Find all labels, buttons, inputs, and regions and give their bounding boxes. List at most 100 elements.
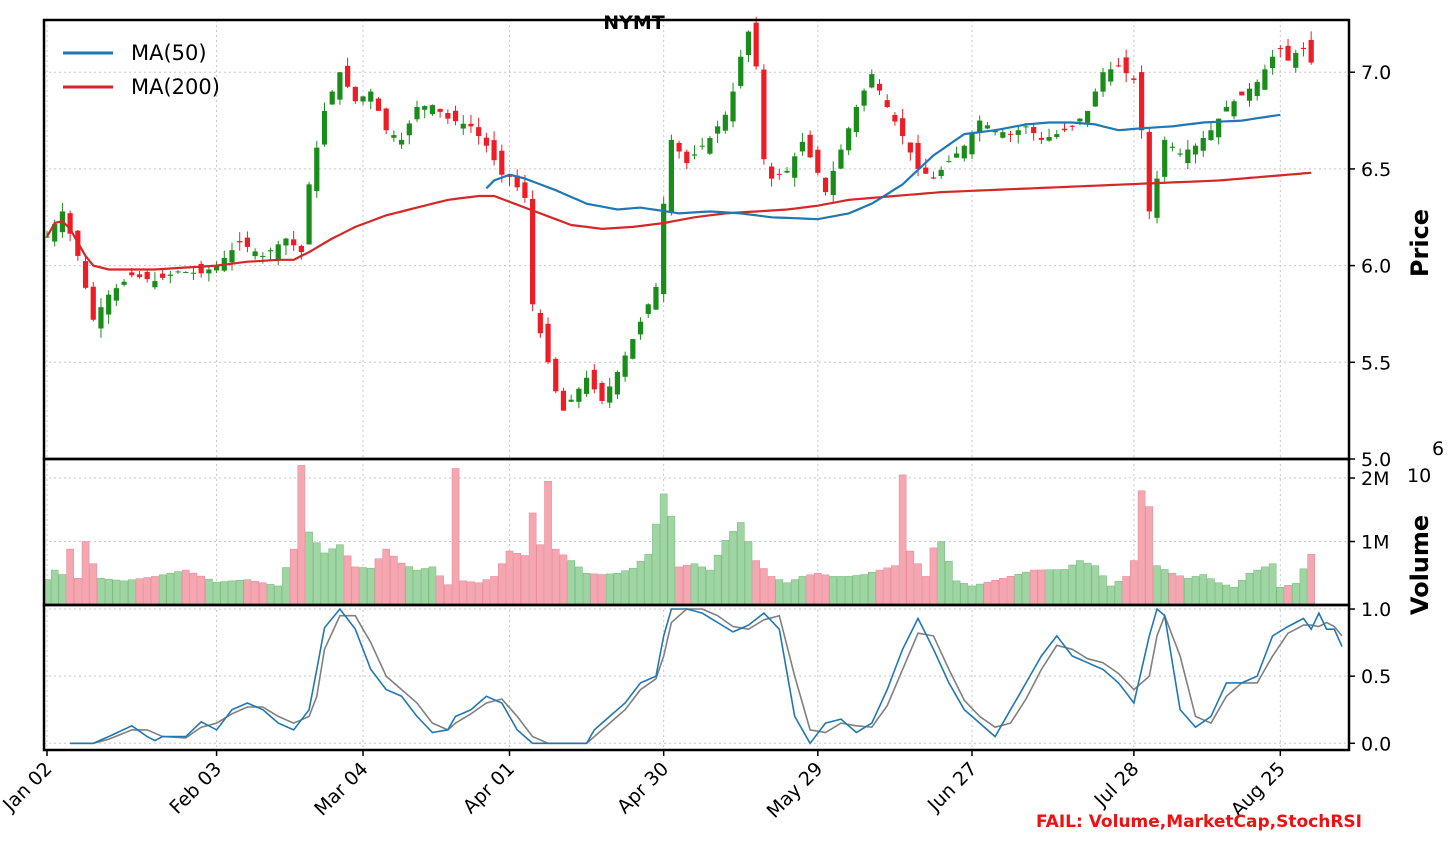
volume-bar: [66, 548, 74, 606]
candle: [337, 72, 343, 105]
candle-body: [1216, 118, 1222, 138]
x-tick-label: Jun 27: [923, 758, 982, 817]
candle: [144, 268, 150, 283]
price-panel: 5.0 5.5 6.0 6.5 7.0 Price MA(50) MA(200): [42, 16, 1434, 471]
volume-bar: [420, 568, 429, 606]
candle-body: [136, 274, 143, 278]
volume-bar: [336, 544, 344, 606]
candle-body: [799, 141, 806, 152]
candle-body: [98, 307, 104, 329]
candle: [653, 283, 659, 310]
volume-bar: [744, 541, 753, 606]
candle-body: [591, 369, 597, 390]
candle: [907, 142, 913, 161]
candle-body: [1154, 178, 1160, 218]
candle-body: [144, 271, 150, 280]
volume-bar: [1037, 569, 1046, 606]
volume-bar: [575, 566, 583, 606]
candle: [237, 232, 243, 251]
volume-bar: [621, 570, 629, 606]
candle: [645, 303, 651, 318]
candle: [321, 102, 328, 147]
candle-body: [869, 74, 875, 88]
candle: [853, 104, 859, 138]
candle-body: [190, 272, 197, 274]
volume-bar: [320, 552, 329, 606]
volume-bar: [343, 555, 352, 606]
volume-bar: [127, 579, 136, 606]
candle: [745, 30, 752, 62]
candle-body: [375, 98, 382, 111]
candle-body: [460, 123, 466, 129]
price-tick-label: 6.5: [1361, 159, 1391, 181]
candle-body: [1254, 81, 1260, 97]
volume-bar: [698, 566, 707, 606]
candle: [468, 115, 474, 133]
candle: [715, 120, 721, 143]
volume-bar: [228, 580, 236, 606]
stoch-tick-label: 0.5: [1361, 666, 1391, 688]
candle: [1146, 128, 1152, 220]
candle: [807, 130, 813, 159]
candle-body: [337, 72, 343, 100]
candle: [1123, 49, 1129, 83]
ma50-line: [485, 113, 1281, 221]
volume-bar: [1099, 575, 1107, 606]
volume-bar: [760, 568, 768, 606]
volume-bar: [582, 573, 591, 606]
candle: [1007, 130, 1014, 143]
volume-bar: [1168, 573, 1177, 606]
candle: [1246, 83, 1253, 107]
candle: [175, 270, 181, 274]
candle: [1131, 75, 1137, 84]
candle: [846, 126, 852, 155]
volume-bar: [212, 581, 221, 606]
candle: [345, 57, 351, 89]
volume-bar: [297, 465, 306, 606]
candle-body: [283, 238, 289, 246]
candle: [445, 109, 451, 124]
volume-bar: [428, 566, 437, 606]
candle-body: [90, 286, 96, 320]
volume-bar: [1291, 583, 1300, 606]
volume-bar: [659, 493, 668, 606]
volume-bar: [181, 569, 190, 606]
stoch-panel: 0.0 0.5 1.0: [42, 599, 1391, 755]
volume-bar: [1145, 506, 1154, 606]
candle: [892, 112, 898, 126]
candle: [98, 298, 104, 338]
price-tick-label: 5.5: [1361, 352, 1391, 374]
candle-body: [260, 255, 266, 257]
candle: [1216, 118, 1222, 145]
stoch-grid: [44, 605, 1349, 750]
price-grid: [44, 20, 1349, 460]
volume-bar: [505, 550, 514, 606]
candle-body: [1000, 132, 1006, 138]
candle-body: [198, 263, 204, 274]
volume-bar: [921, 576, 930, 606]
candle-body: [768, 166, 775, 179]
candle: [1046, 128, 1052, 142]
volume-bar: [629, 567, 637, 606]
candle: [291, 230, 297, 251]
volume-bar: [898, 474, 907, 606]
volume-bar: [1060, 569, 1069, 606]
candle-body: [1200, 137, 1206, 151]
candle-body: [1192, 145, 1199, 155]
volume-bar: [806, 574, 814, 606]
volume-bar: [382, 548, 390, 606]
candle: [198, 260, 204, 278]
candle-body: [560, 390, 567, 411]
candle-body: [329, 91, 335, 105]
fail-footer-note: FAIL: Volume,MarketCap,StochRSI: [1036, 812, 1362, 832]
candle-body: [923, 167, 929, 174]
candle-body: [1231, 101, 1237, 117]
volume-bar: [1214, 582, 1223, 606]
candle-body: [445, 113, 451, 119]
volume-bar: [482, 579, 491, 606]
candle: [876, 79, 883, 96]
candle-body: [1108, 69, 1114, 82]
candle-body: [930, 177, 937, 179]
volume-bar: [459, 580, 468, 606]
